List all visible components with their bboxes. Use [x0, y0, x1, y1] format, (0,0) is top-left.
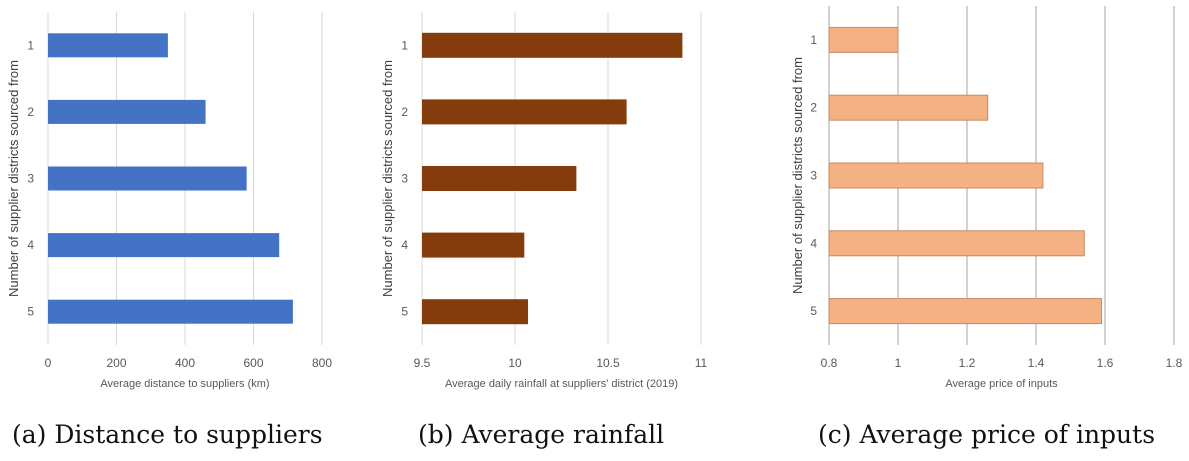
- chart-distance: 0 200 400 600 800 1 2 3 4 5 Average distance to su…: [6, 12, 332, 390]
- caption-distance: (a) Distance to suppliers: [12, 420, 323, 449]
- y-tick-label: 5: [401, 305, 408, 319]
- y-tick-label: 5: [27, 305, 34, 319]
- x-axis-label: Average daily rainfall at suppliers' dis…: [445, 378, 678, 390]
- x-tick-label: 0: [45, 356, 52, 370]
- x-tick-label: 11: [695, 356, 708, 370]
- y-tick-label: 3: [401, 172, 408, 186]
- x-tick-label: 9.5: [414, 356, 431, 370]
- x-tick-label: 1.4: [1028, 356, 1045, 370]
- bar: [422, 232, 525, 258]
- x-axis-label: Average distance to suppliers (km): [100, 378, 269, 390]
- y-axis-label: Number of supplier districts sourced fro…: [6, 60, 21, 297]
- y-tick-label: 1: [27, 38, 34, 52]
- bar: [422, 166, 577, 191]
- x-tick-label: 10: [508, 356, 522, 370]
- caption-price: (c) Average price of inputs: [818, 420, 1156, 449]
- y-tick-label: 3: [27, 172, 34, 186]
- bar: [828, 230, 1085, 257]
- x-tick-label: 200: [106, 356, 126, 370]
- y-tick-label: 1: [401, 38, 408, 52]
- caption-rainfall: (b) Average rainfall: [418, 420, 665, 449]
- x-tick-label: 600: [243, 356, 263, 370]
- y-tick-label: 4: [810, 236, 817, 250]
- y-axis-label: Number of supplier districts sourced fro…: [790, 57, 805, 294]
- y-tick-label: 4: [401, 238, 408, 252]
- x-axis-label: Average price of inputs: [945, 378, 1058, 390]
- y-tick-label: 1: [810, 33, 817, 47]
- x-tick-label: 1.8: [1166, 356, 1183, 370]
- bar: [48, 99, 206, 124]
- bar: [422, 99, 627, 125]
- x-tick-label: 10.5: [596, 356, 620, 370]
- x-tick-label: 1.6: [1097, 356, 1114, 370]
- chart-panel-rainfall: 9.5 10 10.5 11 1 2 3 4 5 Average daily rainfall a…: [372, 0, 742, 400]
- chart-panel-price: 0.8 1 1.2 1.4 1.6 1.8 1 2 3 4 5 Average price of in…: [780, 0, 1189, 400]
- y-tick-label: 3: [810, 169, 817, 183]
- x-tick-label: 0.8: [821, 356, 838, 370]
- bar: [48, 299, 293, 324]
- y-axis-label: Number of supplier districts sourced fro…: [380, 60, 395, 297]
- x-tick-label: 400: [175, 356, 195, 370]
- y-tick-label: 5: [810, 304, 817, 318]
- bar: [828, 26, 899, 53]
- bar: [48, 233, 280, 258]
- bar: [422, 299, 529, 325]
- bar: [48, 166, 247, 191]
- y-tick-label: 2: [810, 101, 817, 115]
- chart-panel-distance: 0 200 400 600 800 1 2 3 4 5 Average distance to su…: [0, 0, 360, 400]
- x-tick-label: 1.2: [959, 356, 976, 370]
- chart-price: 0.8 1 1.2 1.4 1.6 1.8 1 2 3 4 5 Average price of in…: [790, 6, 1183, 390]
- y-tick-label: 2: [401, 105, 408, 119]
- x-tick-label: 1: [895, 356, 902, 370]
- bar: [48, 33, 168, 58]
- bar: [828, 162, 1044, 189]
- y-tick-label: 2: [27, 105, 34, 119]
- y-tick-label: 4: [27, 238, 34, 252]
- bar: [422, 32, 683, 58]
- bar: [828, 298, 1103, 325]
- x-tick-label: 800: [312, 356, 332, 370]
- bar: [828, 94, 989, 121]
